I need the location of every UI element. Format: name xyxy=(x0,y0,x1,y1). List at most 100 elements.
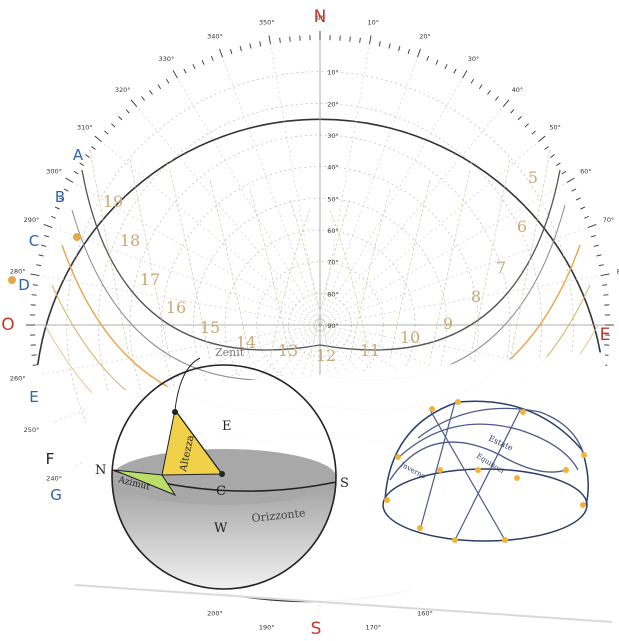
rim-tick xyxy=(551,155,555,158)
hour-label-am: 10 xyxy=(400,328,420,347)
azimuth-label: 50° xyxy=(549,124,561,132)
hour-curve xyxy=(270,210,310,360)
rim-tick xyxy=(141,96,144,100)
altitude-label: 60° xyxy=(327,227,339,235)
label-zenith: Zenit xyxy=(215,346,245,359)
rim-tick xyxy=(193,64,195,68)
azimuth-radial xyxy=(137,107,320,325)
rim-tick xyxy=(584,216,589,218)
azimuth-radial xyxy=(271,44,320,325)
hour-curve xyxy=(350,190,390,360)
rim-tick xyxy=(32,355,37,356)
rim-tick xyxy=(150,90,153,94)
sun-marker xyxy=(8,276,16,284)
dome-point xyxy=(429,406,435,412)
hour-label-am: 5 xyxy=(528,168,538,187)
rim-tick xyxy=(30,274,39,276)
rim-tick xyxy=(445,64,447,68)
rim-tick xyxy=(360,38,361,43)
azimuth-label: 20° xyxy=(419,33,431,41)
rim-tick xyxy=(479,85,482,89)
rim-tick xyxy=(545,146,549,149)
label-sphere-south: S xyxy=(340,476,349,491)
azimuth-label: 70° xyxy=(603,216,615,224)
rim-tick xyxy=(471,79,474,83)
altitude-label: 50° xyxy=(327,195,339,203)
rim-tick xyxy=(260,41,261,46)
hour-label-pm: 15 xyxy=(200,318,220,337)
rim-tick xyxy=(399,46,400,51)
rim-tick xyxy=(290,37,291,42)
rim-tick xyxy=(44,235,49,237)
dome-point xyxy=(384,497,390,503)
hour-label-am: 8 xyxy=(471,287,481,306)
rim-tick xyxy=(511,109,514,113)
rim-tick xyxy=(594,245,599,246)
rim-tick xyxy=(131,100,137,107)
dome-point xyxy=(475,467,481,473)
altitude-label: 10° xyxy=(327,69,339,77)
cardinal-east: E xyxy=(600,325,611,345)
rim-tick xyxy=(601,274,610,276)
sphere-sketch-overlay: Zenit E N S W C Altezza Azimut Orizzonte xyxy=(75,346,612,622)
rim-tick xyxy=(350,37,351,42)
rim-tick xyxy=(41,245,46,246)
rim-tick xyxy=(74,171,78,174)
rim-tick xyxy=(111,124,115,127)
rim-tick xyxy=(32,295,37,296)
altitude-label: 80° xyxy=(327,290,339,298)
azimuth-label: 60° xyxy=(580,168,592,176)
hour-label-am: 11 xyxy=(360,341,380,360)
rim-tick xyxy=(44,224,52,227)
hour-label-am: 7 xyxy=(496,258,506,277)
azimuth-label: 290° xyxy=(24,216,40,224)
rim-tick xyxy=(580,207,585,209)
rim-tick xyxy=(389,44,390,49)
altitude-label: 30° xyxy=(327,132,339,140)
azimuth-label: 330° xyxy=(159,55,175,63)
label-sphere-west: W xyxy=(214,521,228,536)
azimuth-radial xyxy=(320,57,417,325)
azimuth-label: 310° xyxy=(77,124,93,132)
curve-letter: F xyxy=(46,450,55,468)
rim-tick xyxy=(562,171,566,174)
hour-label-pm: 19 xyxy=(103,192,123,211)
label-sphere-north: N xyxy=(95,463,106,478)
azimuth-label: 170° xyxy=(365,623,381,631)
dome-point xyxy=(437,467,443,473)
rim-tick xyxy=(408,49,410,54)
curve-letter: E xyxy=(29,388,38,406)
dome-point xyxy=(581,452,587,458)
rim-tick xyxy=(280,38,281,43)
azimuth-label: 350° xyxy=(259,19,275,27)
azimuth-label: 250° xyxy=(24,426,40,434)
rim-tick xyxy=(538,136,545,142)
hour-label-noon: 12 xyxy=(316,346,336,365)
rim-tick xyxy=(184,69,186,73)
rim-tick xyxy=(369,35,371,44)
rim-tick xyxy=(525,124,529,127)
rim-tick xyxy=(427,56,429,61)
azimuth-label: 30° xyxy=(468,55,480,63)
rim-tick xyxy=(436,60,438,65)
hour-label-pm: 17 xyxy=(140,270,160,289)
rim-tick xyxy=(33,365,38,366)
rim-tick xyxy=(173,70,178,78)
rim-tick xyxy=(230,49,232,54)
curve-letter: B xyxy=(55,188,65,206)
rim-tick xyxy=(503,100,509,107)
rim-tick xyxy=(556,163,560,166)
rim-tick xyxy=(463,70,468,78)
azimuth-label: 340° xyxy=(207,33,223,41)
azimuth-label: 200° xyxy=(207,609,223,617)
rim-tick xyxy=(602,285,607,286)
hour-label-am: 6 xyxy=(517,217,527,236)
rim-tick xyxy=(532,131,536,134)
dome-point xyxy=(520,409,526,415)
rim-tick xyxy=(518,116,521,120)
rim-tick xyxy=(599,265,604,266)
curve-letter: G xyxy=(50,486,62,504)
azimuth-label: 190° xyxy=(259,623,275,631)
